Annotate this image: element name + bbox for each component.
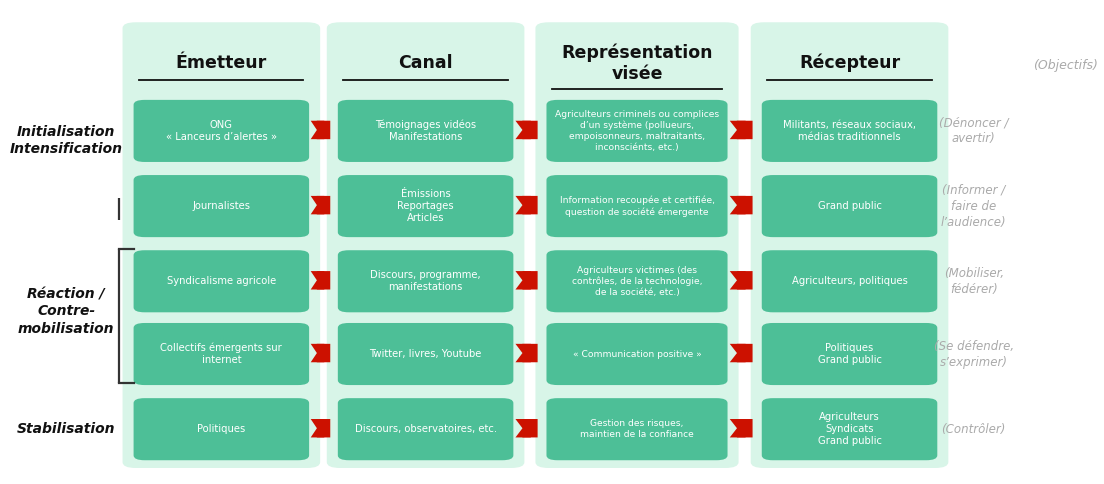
FancyBboxPatch shape	[546, 176, 728, 238]
Text: Émissions
Reportages
Articles: Émissions Reportages Articles	[397, 189, 454, 223]
Text: (Objectifs): (Objectifs)	[1033, 59, 1097, 72]
Polygon shape	[730, 344, 745, 363]
Text: (Informer /
faire de
l’audience): (Informer / faire de l’audience)	[941, 183, 1007, 228]
Text: (Dénoncer /
avertir): (Dénoncer / avertir)	[940, 116, 1008, 145]
Text: Discours, programme,
manifestations: Discours, programme, manifestations	[370, 270, 481, 292]
FancyBboxPatch shape	[535, 23, 739, 468]
Text: Témoignages vidéos
Manifestations: Témoignages vidéos Manifestations	[375, 120, 476, 142]
Polygon shape	[522, 419, 538, 438]
Text: Réaction /
Contre-
mobilisation: Réaction / Contre- mobilisation	[18, 287, 115, 335]
Polygon shape	[730, 121, 745, 140]
FancyBboxPatch shape	[338, 176, 513, 238]
Text: Militants, réseaux sociaux,
médias traditionnels: Militants, réseaux sociaux, médias tradi…	[783, 120, 916, 142]
Polygon shape	[317, 344, 330, 363]
Text: (Se défendre,
s’exprimer): (Se défendre, s’exprimer)	[934, 339, 1013, 368]
FancyBboxPatch shape	[338, 101, 513, 163]
Text: Récepteur: Récepteur	[799, 54, 900, 72]
FancyBboxPatch shape	[134, 323, 309, 385]
FancyBboxPatch shape	[338, 398, 513, 460]
FancyBboxPatch shape	[134, 251, 309, 313]
Polygon shape	[736, 121, 753, 140]
Polygon shape	[730, 272, 745, 290]
Text: Représentation
visée: Représentation visée	[561, 43, 713, 83]
Polygon shape	[516, 419, 531, 438]
FancyBboxPatch shape	[134, 101, 309, 163]
FancyBboxPatch shape	[762, 251, 937, 313]
Polygon shape	[736, 344, 753, 363]
FancyBboxPatch shape	[338, 323, 513, 385]
Polygon shape	[516, 272, 531, 290]
FancyBboxPatch shape	[546, 398, 728, 460]
Polygon shape	[736, 197, 753, 215]
FancyBboxPatch shape	[546, 101, 728, 163]
Text: Journalistes: Journalistes	[192, 201, 251, 211]
Text: Agriculteurs victimes (des
contrôles, de la technologie,
de la société, etc.): Agriculteurs victimes (des contrôles, de…	[572, 265, 702, 296]
Polygon shape	[317, 121, 330, 140]
Text: Collectifs émergents sur
internet: Collectifs émergents sur internet	[160, 342, 283, 364]
Text: Discours, observatoires, etc.: Discours, observatoires, etc.	[354, 424, 497, 433]
Text: Gestion des risques,
maintien de la confiance: Gestion des risques, maintien de la conf…	[580, 419, 694, 438]
Polygon shape	[310, 197, 325, 215]
Polygon shape	[730, 197, 745, 215]
Text: ONG
« Lanceurs d’alertes »: ONG « Lanceurs d’alertes »	[166, 120, 277, 142]
FancyBboxPatch shape	[762, 101, 937, 163]
Text: Syndicalisme agricole: Syndicalisme agricole	[167, 276, 276, 286]
Text: (Mobiliser,
fédérer): (Mobiliser, fédérer)	[944, 266, 1004, 295]
Polygon shape	[522, 272, 538, 290]
Text: Agriculteurs criminels ou complices
d’un système (pollueurs,
empoisonneurs, malt: Agriculteurs criminels ou complices d’un…	[555, 110, 719, 151]
FancyBboxPatch shape	[762, 398, 937, 460]
Polygon shape	[310, 344, 325, 363]
Text: Stabilisation: Stabilisation	[17, 422, 116, 435]
Polygon shape	[317, 419, 330, 438]
Text: Grand public: Grand public	[818, 201, 881, 211]
Polygon shape	[317, 197, 330, 215]
Text: Agriculteurs
Syndicats
Grand public: Agriculteurs Syndicats Grand public	[818, 411, 881, 445]
FancyBboxPatch shape	[123, 23, 320, 468]
Polygon shape	[522, 121, 538, 140]
Text: Twitter, livres, Youtube: Twitter, livres, Youtube	[370, 348, 481, 358]
Polygon shape	[736, 419, 753, 438]
Text: Agriculteurs, politiques: Agriculteurs, politiques	[792, 276, 907, 286]
Polygon shape	[522, 344, 538, 363]
Polygon shape	[516, 344, 531, 363]
Polygon shape	[516, 121, 531, 140]
Polygon shape	[516, 197, 531, 215]
Text: Information recoupée et certifiée,
question de société émergente: Information recoupée et certifiée, quest…	[560, 195, 714, 216]
Polygon shape	[317, 272, 330, 290]
FancyBboxPatch shape	[751, 23, 948, 468]
FancyBboxPatch shape	[327, 23, 524, 468]
FancyBboxPatch shape	[134, 176, 309, 238]
Text: Politiques: Politiques	[198, 424, 245, 433]
Text: Émetteur: Émetteur	[176, 54, 267, 72]
Polygon shape	[310, 419, 325, 438]
FancyBboxPatch shape	[546, 323, 728, 385]
Text: (Contrôler): (Contrôler)	[942, 422, 1006, 435]
FancyBboxPatch shape	[546, 251, 728, 313]
Text: « Communication positive »: « Communication positive »	[573, 349, 701, 358]
Polygon shape	[730, 419, 745, 438]
Text: Canal: Canal	[399, 54, 453, 72]
FancyBboxPatch shape	[762, 176, 937, 238]
Polygon shape	[522, 197, 538, 215]
FancyBboxPatch shape	[762, 323, 937, 385]
Text: Politiques
Grand public: Politiques Grand public	[818, 342, 881, 364]
FancyBboxPatch shape	[134, 398, 309, 460]
Polygon shape	[310, 272, 325, 290]
FancyBboxPatch shape	[338, 251, 513, 313]
Polygon shape	[310, 121, 325, 140]
Text: Initialisation
Intensification: Initialisation Intensification	[10, 125, 123, 156]
Polygon shape	[736, 272, 753, 290]
